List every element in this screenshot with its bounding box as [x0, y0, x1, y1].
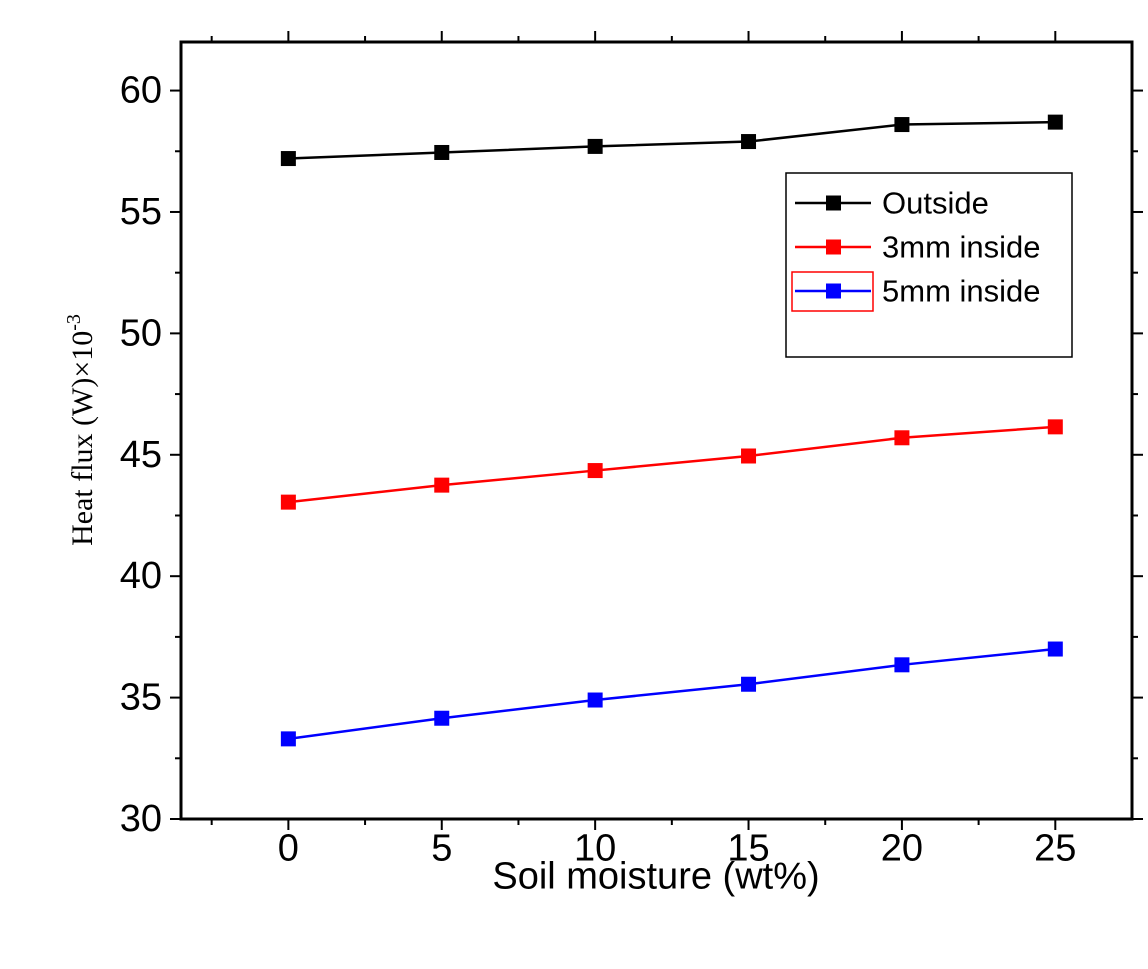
data-point-3mm-inside — [894, 430, 910, 446]
legend-entry-5mm-inside: 5mm inside — [795, 274, 1041, 309]
series-line-outside — [288, 120, 1056, 160]
data-point-5mm-inside — [434, 710, 450, 726]
data-point-outside — [894, 117, 910, 133]
series-line-3mm-inside — [288, 425, 1056, 504]
series-3mm-inside — [280, 419, 1063, 510]
data-point-outside — [587, 138, 603, 154]
y-axis-label-main: Heat flux (W)×10 — [66, 331, 99, 546]
data-point-3mm-inside — [587, 463, 603, 479]
y-tick-label: 35 — [120, 677, 162, 719]
legend-label: Outside — [882, 186, 989, 221]
data-point-3mm-inside — [434, 477, 450, 493]
series-line-5mm-inside — [288, 647, 1056, 741]
y-tick-label: 40 — [120, 555, 162, 597]
y-axis-label-exponent: -3 — [63, 314, 85, 331]
data-point-5mm-inside — [587, 692, 603, 708]
y-axis-label: Heat flux (W)×10-3 — [63, 314, 99, 546]
data-point-3mm-inside — [280, 494, 296, 510]
y-tick-label: 45 — [120, 434, 162, 476]
legend-label: 3mm inside — [882, 230, 1041, 265]
x-tick-label: 5 — [431, 827, 452, 869]
y-tick-label: 55 — [120, 191, 162, 233]
data-point-outside — [741, 134, 757, 150]
legend-selection-highlight — [791, 271, 874, 312]
legend-entry-3mm-inside: 3mm inside — [795, 230, 1041, 265]
legend-swatch-marker — [826, 195, 841, 211]
series-layer — [280, 114, 1063, 747]
data-point-3mm-inside — [741, 448, 757, 464]
data-point-5mm-inside — [280, 731, 296, 747]
x-tick-label: 25 — [1034, 827, 1076, 869]
data-point-5mm-inside — [1047, 641, 1063, 657]
y-tick-label: 50 — [120, 312, 162, 354]
legend-label: 5mm inside — [882, 274, 1041, 309]
data-point-outside — [280, 151, 296, 167]
plot-frame — [179, 40, 1134, 821]
data-point-5mm-inside — [741, 676, 757, 692]
legend-swatch-marker — [826, 283, 841, 299]
x-tick-label: 0 — [278, 827, 299, 869]
y-tick-label: 60 — [120, 70, 162, 112]
legend: Outside 3mm inside 5mm inside — [785, 172, 1073, 358]
legend-entries: Outside 3mm inside 5mm inside — [795, 186, 1041, 309]
axis-ticks: 0 5 10 15 20 25 30 35 40 45 50 55 60 — [120, 31, 1143, 869]
x-axis-label: Soil moisture (wt%) — [492, 855, 819, 897]
x-tick-label: 15 — [727, 827, 769, 869]
data-point-outside — [1047, 114, 1063, 130]
x-tick-label: 20 — [881, 827, 923, 869]
legend-swatch-marker — [826, 239, 841, 255]
legend-entry-outside: Outside — [795, 186, 989, 221]
series-5mm-inside — [280, 641, 1063, 747]
data-point-3mm-inside — [1047, 419, 1063, 435]
data-point-outside — [434, 144, 450, 160]
x-tick-label: 10 — [574, 827, 616, 869]
y-tick-label: 30 — [120, 798, 162, 840]
series-outside — [280, 114, 1063, 167]
data-point-5mm-inside — [894, 657, 910, 673]
